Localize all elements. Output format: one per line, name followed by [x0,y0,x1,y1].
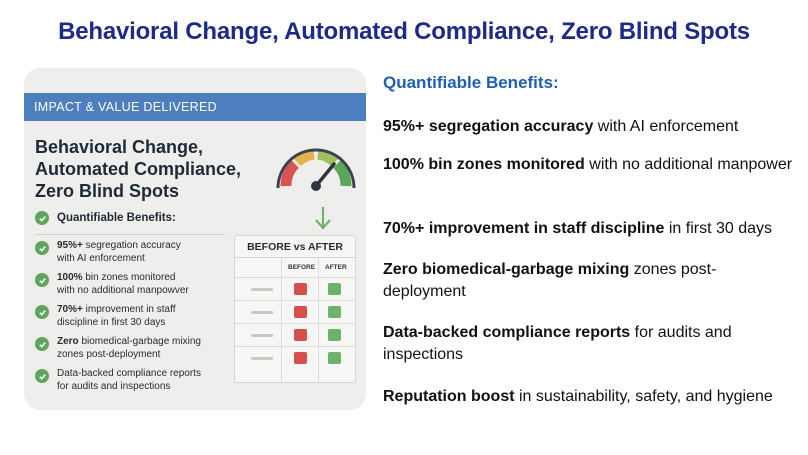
after-status-green [328,352,341,364]
benefit-text: for audits and inspections [383,324,732,363]
before-status-red [294,306,307,318]
table-row [235,323,355,346]
check-circle-icon [35,241,49,255]
page-title: Behavioral Change, Automated Compliance,… [58,18,750,45]
list-item-text: 100% bin zones monitored with no additio… [57,272,189,297]
list-item: Data-backed compliance reports for audit… [35,368,235,400]
check-circle-icon [35,305,49,319]
benefit-bold: Reputation boost [383,388,515,405]
benefit-bold: 95%+ segregation accuracy [383,118,594,135]
list-item: 95%+ segregation accuracy with AI enforc… [35,240,235,272]
after-status-green [328,306,341,318]
card-heading-line: Automated Compliance, [35,159,242,179]
check-circle-icon [35,273,49,287]
placeholder-bar [251,357,273,360]
grid-line [281,258,282,382]
placeholder-bar [251,334,273,337]
before-column-header: BEFORE [288,264,316,271]
before-status-red [294,329,307,341]
card-benefit-list: 95%+ segregation accuracy with AI enforc… [35,240,235,400]
after-status-green [328,329,341,341]
list-item-line1: biomedical-garbage mixing [78,336,201,347]
list-item-line1: improvement in staff [82,304,176,315]
list-item-bold: Zero [57,336,79,347]
check-circle-icon [35,211,49,225]
benefit-text: with no additional manpower [584,156,793,173]
list-item: 70%+ improvement in staff discipline in … [35,304,235,336]
card-heading-line: Behavioral Change, [35,137,204,157]
card-banner: IMPACT & VALUE DELIVERED [24,93,366,121]
table-row [235,346,355,369]
grid-line [318,258,319,382]
benefit-text: in sustainability, safety, and hygiene [514,388,773,405]
card-heading-line: Zero Blind Spots [35,181,179,201]
after-status-green [328,283,341,295]
list-item-bold: 95%+ [57,240,83,251]
benefit-item: Data-backed compliance reports for audit… [383,322,793,366]
list-item-line2: zones post-deployment [57,348,161,360]
list-item-line1: Data-backed compliance reports [57,368,201,379]
list-item-line2: with AI enforcement [57,252,145,264]
list-item-text: 95%+ segregation accuracy with AI enforc… [57,240,181,265]
divider [35,234,225,235]
list-item-text: 70%+ improvement in staff discipline in … [57,304,176,329]
after-column-header: AFTER [325,264,347,271]
list-item-line2: for audits and inspections [57,380,171,392]
benefit-item: Reputation boost in sustainability, safe… [383,386,793,408]
before-after-grid: BEFORE AFTER [235,258,355,382]
list-item-text: Zero biomedical-garbage mixing zones pos… [57,336,201,361]
benefit-bold: Zero biomedical-garbage mixing [383,261,630,278]
placeholder-bar [251,288,273,291]
list-item-bold: 100% [57,272,83,283]
benefits-heading: Quantifiable Benefits: [383,73,559,92]
benefit-text: in first 30 days [664,220,773,237]
list-item-bold: 70%+ [57,304,83,315]
list-item: Zero biomedical-garbage mixing zones pos… [35,336,235,368]
table-row [235,300,355,323]
quantifiable-benefits-row: Quantifiable Benefits: [35,211,176,225]
list-item: 100% bin zones monitored with no additio… [35,272,235,304]
before-status-red [294,352,307,364]
before-after-panel: BEFORE vs AFTER BEFORE AFTER [234,235,356,383]
check-circle-icon [35,337,49,351]
benefit-item: Zero biomedical-garbage mixing zones pos… [383,259,793,303]
benefit-text: with AI enforcement [593,118,739,135]
benefit-item: 95%+ segregation accuracy with AI enforc… [383,116,793,138]
down-arrow-icon [315,207,331,230]
list-item-text: Data-backed compliance reports for audit… [57,368,201,393]
speedometer-gauge-icon [276,148,356,191]
placeholder-bar [251,311,273,314]
benefit-bold: 100% bin zones monitored [383,156,585,173]
benefit-bold: Data-backed compliance reports [383,324,631,341]
before-after-title: BEFORE vs AFTER [235,236,355,258]
table-row [235,277,355,300]
quantifiable-benefits-label: Quantifiable Benefits: [57,212,176,224]
list-item-line1: bin zones monitored [82,272,176,283]
before-status-red [294,283,307,295]
benefit-item: 70%+ improvement in staff discipline in … [383,218,793,240]
list-item-line2: discipline in first 30 days [57,316,166,328]
check-circle-icon [35,369,49,383]
impact-infographic-card: IMPACT & VALUE DELIVERED Behavioral Chan… [24,68,366,410]
benefit-item: 100% bin zones monitored with no additio… [383,154,793,176]
list-item-line1: segregation accuracy [82,240,181,251]
card-heading: Behavioral Change, Automated Compliance,… [35,136,255,202]
list-item-line2: with no additional manpowver [57,284,189,296]
benefit-bold: 70%+ improvement in staff discipline [383,220,665,237]
benefit-text: zones post-deployment [383,261,717,300]
